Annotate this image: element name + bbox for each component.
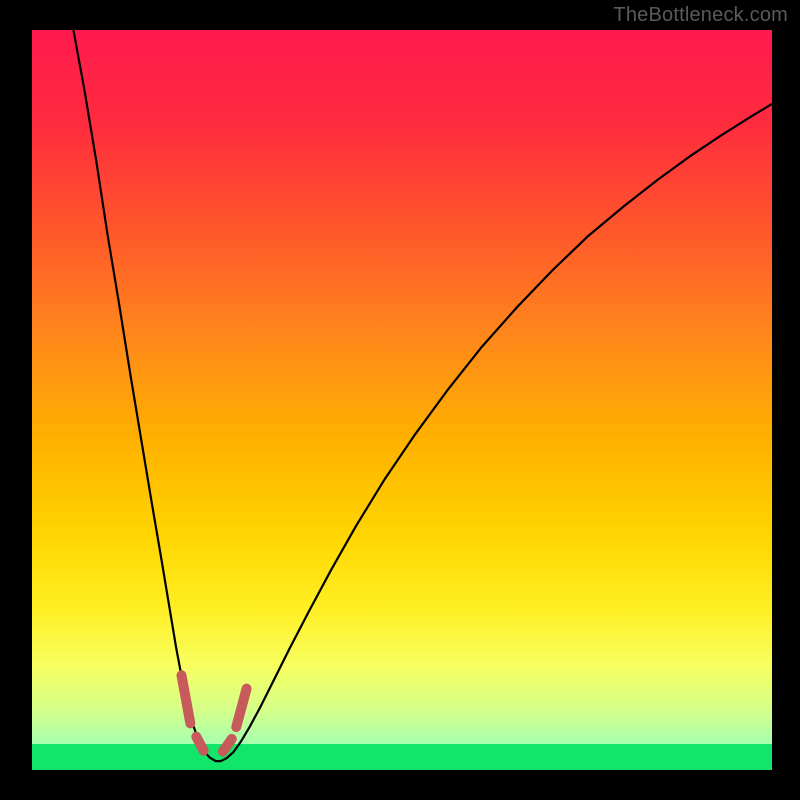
bottleneck-curve bbox=[73, 30, 772, 761]
valley-marker bbox=[181, 675, 190, 723]
curve-layer bbox=[32, 30, 772, 770]
valley-marker bbox=[196, 737, 203, 751]
plot-area bbox=[32, 30, 772, 770]
chart-canvas: TheBottleneck.com bbox=[0, 0, 800, 800]
valley-marker bbox=[236, 689, 246, 727]
valley-marker bbox=[223, 739, 232, 752]
watermark-text: TheBottleneck.com bbox=[613, 4, 788, 27]
